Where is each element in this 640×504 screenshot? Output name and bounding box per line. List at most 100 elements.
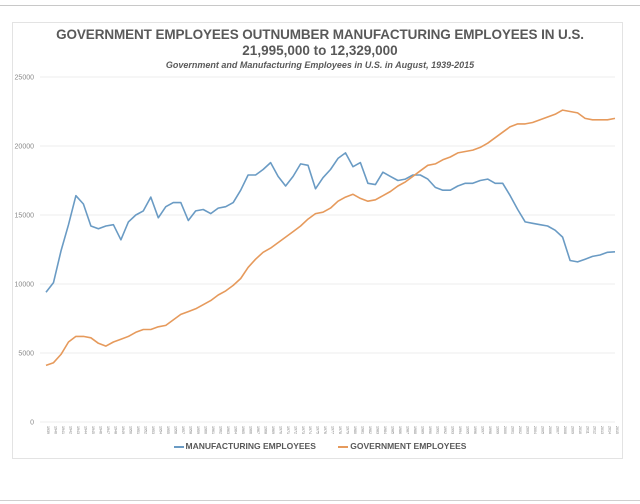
x-tick-label: 1967 bbox=[256, 426, 260, 434]
chart-subtitle: 21,995,000 to 12,329,000 bbox=[242, 43, 398, 58]
x-tick-label: 1969 bbox=[271, 426, 275, 434]
x-tick-label: 1994 bbox=[458, 426, 462, 434]
x-tick-label: 1998 bbox=[488, 426, 492, 434]
x-tick-label: 1971 bbox=[286, 426, 290, 434]
legend-swatch-manufacturing bbox=[173, 446, 184, 448]
x-tick-label: 1960 bbox=[203, 426, 207, 434]
legend-item-manufacturing: MANUFACTURING EMPLOYEES bbox=[173, 441, 316, 451]
x-tick-label: 1968 bbox=[263, 426, 267, 434]
x-tick-label: 2011 bbox=[585, 426, 589, 434]
x-tick-label: 1950 bbox=[129, 426, 133, 434]
x-tick-label: 2014 bbox=[608, 426, 612, 434]
x-tick-label: 1999 bbox=[495, 426, 499, 434]
x-tick-label: 1946 bbox=[99, 426, 103, 434]
legend-label-government: GOVERNMENT EMPLOYEES bbox=[350, 441, 467, 451]
legend-item-government: GOVERNMENT EMPLOYEES bbox=[338, 441, 466, 451]
x-tick-label: 1981 bbox=[361, 426, 365, 434]
x-tick-label: 1973 bbox=[301, 426, 305, 434]
y-tick-label: 0 bbox=[30, 420, 34, 427]
x-tick-label: 1989 bbox=[421, 426, 425, 434]
x-tick-label: 2001 bbox=[510, 426, 514, 434]
x-tick-label: 1990 bbox=[428, 426, 432, 434]
x-tick-label: 1972 bbox=[293, 426, 297, 434]
x-tick-label: 2000 bbox=[503, 426, 507, 434]
series-line-manufacturing bbox=[45, 152, 616, 293]
x-tick-label: 1995 bbox=[465, 426, 469, 434]
x-tick-label: 1978 bbox=[338, 426, 342, 434]
x-tick-label: 1988 bbox=[413, 426, 417, 434]
x-tick-label: 1992 bbox=[443, 426, 447, 434]
x-tick-label: 1964 bbox=[233, 426, 237, 434]
x-tick-label: 1940 bbox=[54, 426, 58, 434]
x-tick-label: 1942 bbox=[69, 426, 73, 434]
x-tick-label: 1949 bbox=[121, 426, 125, 434]
x-tick-label: 1955 bbox=[166, 426, 170, 434]
x-tick-label: 1965 bbox=[241, 426, 245, 434]
y-tick-label: 10000 bbox=[15, 282, 35, 289]
legend: MANUFACTURING EMPLOYEES GOVERNMENT EMPLO… bbox=[0, 441, 640, 451]
x-tick-label: 1947 bbox=[106, 426, 110, 434]
y-tick-label: 5000 bbox=[18, 351, 34, 358]
gridlines bbox=[40, 76, 615, 423]
x-axis-ticks: 1939 1940 1941 1942 1943 1944 1945 1946 1947 1948… bbox=[46, 426, 619, 434]
x-tick-label: 1943 bbox=[76, 426, 80, 434]
legend-label-manufacturing: MANUFACTURING EMPLOYEES bbox=[185, 441, 316, 451]
x-tick-label: 1954 bbox=[159, 426, 163, 434]
window-bottom-border bbox=[0, 500, 640, 501]
x-tick-label: 1945 bbox=[91, 426, 95, 434]
x-tick-label: 1993 bbox=[450, 426, 454, 434]
x-tick-label: 1948 bbox=[114, 426, 118, 434]
x-tick-label: 2007 bbox=[555, 426, 559, 434]
x-tick-label: 1987 bbox=[406, 426, 410, 434]
y-tick-label: 20000 bbox=[15, 144, 35, 151]
x-tick-label: 1959 bbox=[196, 426, 200, 434]
x-tick-label: 1958 bbox=[188, 426, 192, 434]
y-axis-ticks: 0 5000 10000 15000 20000 25000 bbox=[15, 75, 35, 427]
x-tick-label: 1977 bbox=[331, 426, 335, 434]
x-tick-label: 1974 bbox=[308, 426, 312, 434]
x-tick-label: 2013 bbox=[600, 426, 604, 434]
series-lines bbox=[45, 109, 616, 367]
x-tick-label: 1957 bbox=[181, 426, 185, 434]
chart-frame bbox=[12, 22, 623, 459]
chart-subtitle-2: Government and Manufacturing Employees i… bbox=[165, 60, 475, 70]
window-top-border bbox=[0, 5, 640, 6]
y-tick-label: 15000 bbox=[15, 213, 35, 220]
x-tick-label: 2002 bbox=[518, 426, 522, 434]
x-tick-label: 2008 bbox=[563, 426, 567, 434]
x-tick-label: 1963 bbox=[226, 426, 230, 434]
x-tick-label: 1976 bbox=[323, 426, 327, 434]
x-tick-label: 2012 bbox=[593, 426, 597, 434]
x-tick-label: 1953 bbox=[151, 426, 155, 434]
x-tick-label: 1986 bbox=[398, 426, 402, 434]
x-tick-label: 2003 bbox=[525, 426, 529, 434]
x-tick-label: 2010 bbox=[578, 426, 582, 434]
x-tick-label: 1979 bbox=[346, 426, 350, 434]
x-tick-label: 1941 bbox=[61, 426, 65, 434]
x-tick-label: 1939 bbox=[46, 426, 50, 434]
x-tick-label: 1966 bbox=[248, 426, 252, 434]
series-line-government bbox=[45, 109, 616, 367]
x-tick-label: 1980 bbox=[353, 426, 357, 434]
chart-title: GOVERNMENT EMPLOYEES OUTNUMBER MANUFACTU… bbox=[56, 27, 584, 42]
x-tick-label: 2005 bbox=[540, 426, 544, 434]
x-tick-label: 1961 bbox=[211, 426, 215, 434]
x-tick-label: 1983 bbox=[376, 426, 380, 434]
x-tick-label: 1956 bbox=[173, 426, 177, 434]
x-tick-label: 1985 bbox=[391, 426, 395, 434]
x-tick-label: 1997 bbox=[480, 426, 484, 434]
x-tick-label: 1984 bbox=[383, 426, 387, 434]
x-tick-label: 1982 bbox=[368, 426, 372, 434]
x-tick-label: 1951 bbox=[136, 426, 140, 434]
x-tick-label: 2009 bbox=[570, 426, 574, 434]
x-tick-label: 1975 bbox=[316, 426, 320, 434]
x-tick-label: 2015 bbox=[615, 426, 619, 434]
x-tick-label: 2004 bbox=[533, 426, 537, 434]
x-tick-label: 1962 bbox=[218, 426, 222, 434]
x-tick-label: 1991 bbox=[436, 426, 440, 434]
x-tick-label: 2006 bbox=[548, 426, 552, 434]
legend-swatch-government bbox=[338, 446, 349, 448]
y-tick-label: 25000 bbox=[15, 75, 35, 82]
x-tick-label: 1952 bbox=[144, 426, 148, 434]
